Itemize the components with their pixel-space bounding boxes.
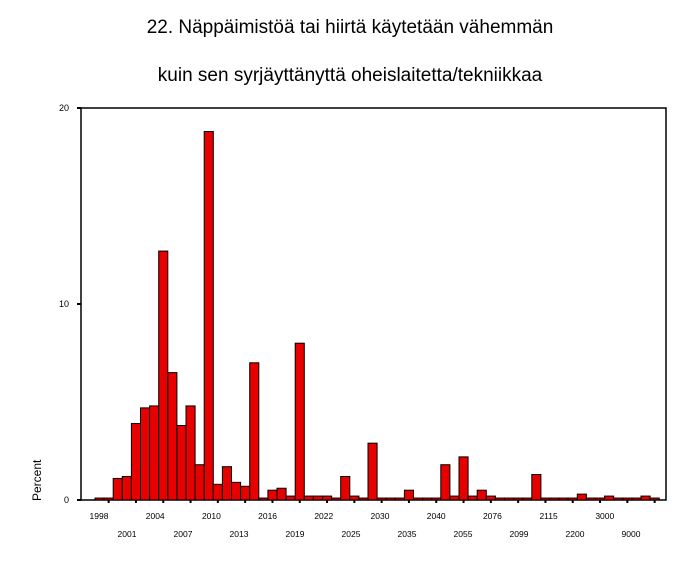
- bar: [203, 131, 214, 501]
- bar: [176, 425, 187, 501]
- x-tick-label: 2025: [342, 529, 361, 539]
- bar: [385, 497, 396, 501]
- bar: [394, 497, 405, 501]
- x-tick-label: 1998: [90, 511, 109, 521]
- x-tick-label: 2007: [174, 529, 193, 539]
- bar: [103, 497, 114, 501]
- bar: [149, 405, 160, 501]
- x-tick-label: 2200: [566, 529, 585, 539]
- chart-title-line-2: kuin sen syrjäyttänyttä oheislaitetta/te…: [157, 65, 543, 86]
- bar: [376, 497, 387, 501]
- bar: [413, 497, 424, 501]
- bar: [94, 497, 105, 501]
- bar: [431, 497, 442, 501]
- x-tick-label: 2013: [230, 529, 249, 539]
- bar: [312, 495, 323, 501]
- bar: [549, 497, 560, 501]
- y-axis-label: Percent: [30, 459, 44, 501]
- bar: [585, 497, 597, 501]
- bar: [331, 497, 342, 501]
- bar: [112, 477, 123, 501]
- bar: [576, 493, 587, 501]
- bar: [258, 497, 269, 501]
- bar: [158, 250, 169, 501]
- bar: [649, 497, 660, 501]
- chart-title-line-1: 22. Näppäimistöä tai hiirtä käytetään vä…: [146, 17, 554, 38]
- bar: [167, 372, 178, 501]
- bar: [558, 497, 569, 501]
- bar: [322, 495, 333, 501]
- bar: [622, 497, 633, 501]
- x-tick-label: 2004: [146, 511, 165, 521]
- bar: [504, 497, 515, 501]
- bar: [294, 342, 305, 501]
- x-tick-label: 2040: [427, 511, 446, 521]
- bar: [194, 464, 205, 501]
- x-tick-label: 2115: [539, 511, 558, 521]
- x-tick-label: 2016: [258, 511, 277, 521]
- x-tick-label: 2035: [398, 529, 417, 539]
- x-tick-label: 2010: [202, 511, 221, 521]
- bar: [494, 497, 505, 501]
- bar: [358, 497, 369, 501]
- bar: [613, 497, 624, 501]
- bar: [340, 475, 351, 501]
- bar: [485, 495, 496, 501]
- bar: [267, 489, 278, 501]
- bar: [531, 474, 542, 501]
- bar: [631, 497, 642, 501]
- bar: [449, 495, 460, 501]
- bar: [121, 475, 132, 501]
- bar: [540, 497, 551, 501]
- bar: [513, 497, 524, 501]
- bar: [249, 362, 260, 501]
- bar: [185, 405, 196, 501]
- bar: [403, 489, 414, 501]
- bar: [476, 489, 487, 501]
- bar: [240, 485, 251, 501]
- bar: [221, 466, 232, 501]
- x-tick-label: 2055: [454, 529, 473, 539]
- y-tick-label: 10: [59, 299, 69, 309]
- bar: [276, 487, 287, 501]
- x-tick-label: 2022: [314, 511, 333, 521]
- bar: [303, 495, 314, 501]
- bar: [522, 497, 533, 501]
- x-tick-label: 3000: [595, 511, 614, 521]
- bar: [458, 456, 469, 501]
- bar: [349, 495, 360, 501]
- bar: [467, 495, 478, 501]
- x-tick-label: 2019: [286, 529, 305, 539]
- bar: [440, 464, 451, 501]
- bar: [140, 407, 151, 501]
- x-tick-label: 2076: [483, 511, 502, 521]
- bar: [285, 495, 296, 501]
- bar: [567, 497, 578, 501]
- bar: [231, 481, 242, 501]
- bar: [640, 495, 651, 501]
- bar: [604, 495, 615, 501]
- x-tick-label: 2099: [510, 529, 529, 539]
- y-tick-label: 20: [59, 103, 69, 113]
- bar: [595, 497, 606, 501]
- y-tick-label: 0: [64, 495, 69, 505]
- bar: [130, 423, 141, 501]
- x-tick-label: 2030: [371, 511, 390, 521]
- x-tick-label: 2001: [118, 529, 137, 539]
- bar: [422, 497, 433, 501]
- x-tick-label: 9000: [622, 529, 641, 539]
- bar: [212, 483, 223, 501]
- bar: [367, 442, 378, 501]
